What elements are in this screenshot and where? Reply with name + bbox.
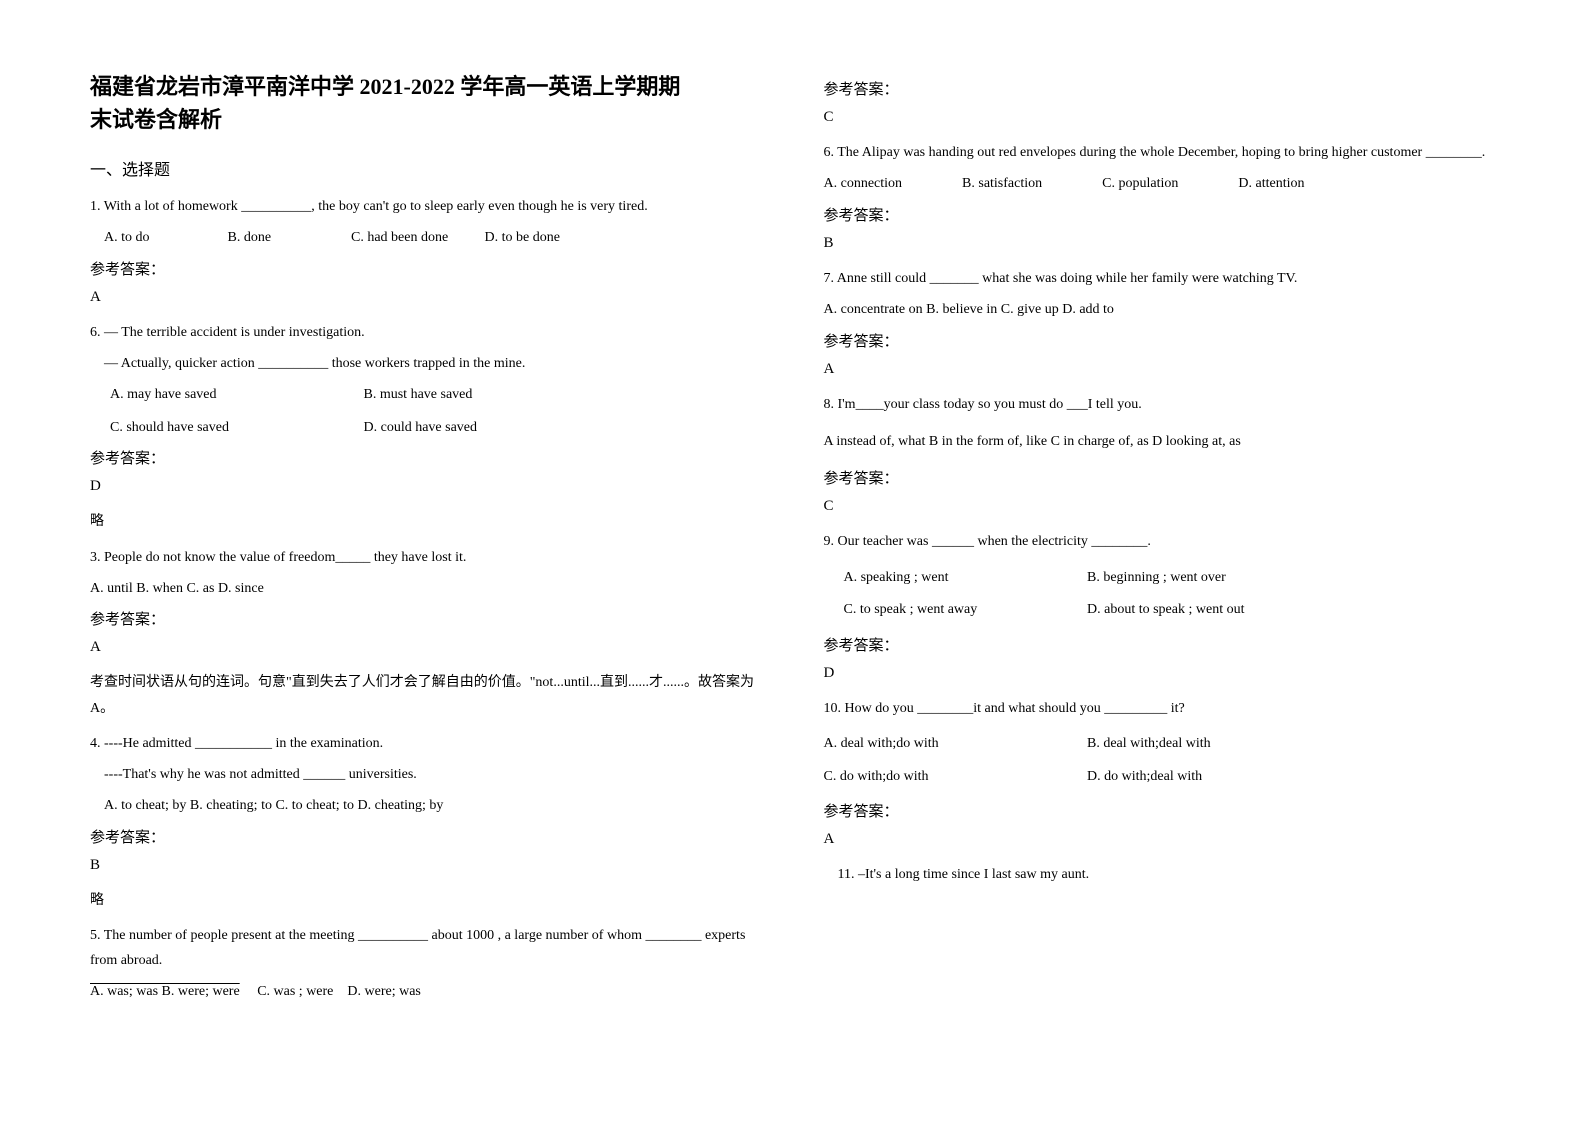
q2-options-row1: A. may have saved B. must have saved <box>90 382 764 409</box>
q4-answer: B <box>90 857 764 874</box>
right-column: 参考答案： C 6. The Alipay was handing out re… <box>824 70 1498 1012</box>
q10-opt-c: C. do with;do with <box>824 764 1084 791</box>
q3-options: A. until B. when C. as D. since <box>90 576 764 603</box>
q4-options: A. to cheat; by B. cheating; to C. to ch… <box>90 793 764 820</box>
q5-opt-a-overline: A. was; was B. were; were <box>90 984 240 999</box>
q10-options-row1: A. deal with;do with B. deal with;deal w… <box>824 731 1498 758</box>
q10-answer: A <box>824 831 1498 848</box>
q9-options-row1: A. speaking ; went B. beginning ; went o… <box>824 565 1498 592</box>
q6-opt-b: B. satisfaction <box>962 171 1042 198</box>
q9-answer-label: 参考答案： <box>824 634 1498 655</box>
q1-opt-d: D. to be done <box>485 230 560 245</box>
q7-answer: A <box>824 361 1498 378</box>
q5-answer-label: 参考答案： <box>824 78 1498 99</box>
q2-opt-d: D. could have saved <box>364 420 478 435</box>
q3-answer-label: 参考答案： <box>90 608 764 629</box>
q4-stem2: ----That's why he was not admitted _____… <box>90 762 764 787</box>
q2-stem1: 6. — The terrible accident is under inve… <box>90 320 764 345</box>
q1-opt-a: A. to do <box>104 225 224 252</box>
q1-opt-b: B. done <box>228 225 348 252</box>
q11-stem: 11. –It's a long time since I last saw m… <box>824 862 1498 887</box>
q2-answer-label: 参考答案： <box>90 447 764 468</box>
q2-note: 略 <box>90 509 764 534</box>
q2-stem2: — Actually, quicker action __________ th… <box>90 351 764 376</box>
q1-stem: 1. With a lot of homework __________, th… <box>90 194 764 219</box>
q7-options: A. concentrate on B. believe in C. give … <box>824 297 1498 324</box>
q2-opt-c: C. should have saved <box>110 415 360 442</box>
q9-opt-c: C. to speak ; went away <box>844 597 1084 624</box>
q1-options: A. to do B. done C. had been done D. to … <box>90 225 764 252</box>
q5-answer: C <box>824 109 1498 126</box>
q6-opt-d: D. attention <box>1238 171 1304 198</box>
q5-options: A. was; was B. were; were C. was ; were … <box>90 979 764 1006</box>
q7-stem: 7. Anne still could _______ what she was… <box>824 266 1498 291</box>
section-heading: 一、选择题 <box>90 156 764 180</box>
q9-opt-d: D. about to speak ; went out <box>1087 602 1244 617</box>
q10-options-row2: C. do with;do with D. do with;deal with <box>824 764 1498 791</box>
q2-answer: D <box>90 478 764 495</box>
title-line-2: 末试卷含解析 <box>90 107 222 132</box>
page-container: 福建省龙岩市漳平南洋中学 2021-2022 学年高一英语上学期期 末试卷含解析… <box>0 0 1587 1052</box>
q9-options-row2: C. to speak ; went away D. about to spea… <box>824 597 1498 624</box>
q9-answer: D <box>824 665 1498 682</box>
q7-answer-label: 参考答案： <box>824 330 1498 351</box>
q10-opt-a: A. deal with;do with <box>824 731 1084 758</box>
q4-stem1: 4. ----He admitted ___________ in the ex… <box>90 731 764 756</box>
q1-answer: A <box>90 289 764 306</box>
q9-opt-a: A. speaking ; went <box>844 565 1084 592</box>
q4-answer-label: 参考答案： <box>90 826 764 847</box>
q9-opt-b: B. beginning ; went over <box>1087 570 1226 585</box>
q2-options-row2: C. should have saved D. could have saved <box>90 415 764 442</box>
q5-stem: 5. The number of people present at the m… <box>90 923 764 973</box>
q6-opt-c: C. population <box>1102 171 1178 198</box>
q9-stem: 9. Our teacher was ______ when the elect… <box>824 529 1498 554</box>
q3-answer: A <box>90 639 764 656</box>
q3-stem: 3. People do not know the value of freed… <box>90 545 764 570</box>
q1-opt-c: C. had been done <box>351 225 481 252</box>
q8-answer: C <box>824 498 1498 515</box>
exam-title: 福建省龙岩市漳平南洋中学 2021-2022 学年高一英语上学期期 末试卷含解析 <box>90 70 764 136</box>
q6-answer-label: 参考答案： <box>824 204 1498 225</box>
q6-opt-a: A. connection <box>824 171 903 198</box>
q2-opt-a: A. may have saved <box>110 382 360 409</box>
q1-answer-label: 参考答案： <box>90 258 764 279</box>
q10-answer-label: 参考答案： <box>824 800 1498 821</box>
q10-opt-d: D. do with;deal with <box>1087 769 1202 784</box>
q2-opt-b: B. must have saved <box>364 387 473 402</box>
q8-answer-label: 参考答案： <box>824 467 1498 488</box>
q6-answer: B <box>824 235 1498 252</box>
q6-options: A. connection B. satisfaction C. populat… <box>824 171 1498 198</box>
q8-stem: 8. I'm____your class today so you must d… <box>824 392 1498 417</box>
q10-stem: 10. How do you ________it and what shoul… <box>824 696 1498 721</box>
title-line-1: 福建省龙岩市漳平南洋中学 2021-2022 学年高一英语上学期期 <box>90 74 680 99</box>
q4-note: 略 <box>90 888 764 913</box>
q10-opt-b: B. deal with;deal with <box>1087 736 1211 751</box>
q8-options: A instead of, what B in the form of, lik… <box>824 429 1498 456</box>
q3-explanation: 考查时间状语从句的连词。句意"直到失去了人们才会了解自由的价值。"not...u… <box>90 670 764 720</box>
left-column: 福建省龙岩市漳平南洋中学 2021-2022 学年高一英语上学期期 末试卷含解析… <box>90 70 764 1012</box>
q6-stem: 6. The Alipay was handing out red envelo… <box>824 140 1498 165</box>
